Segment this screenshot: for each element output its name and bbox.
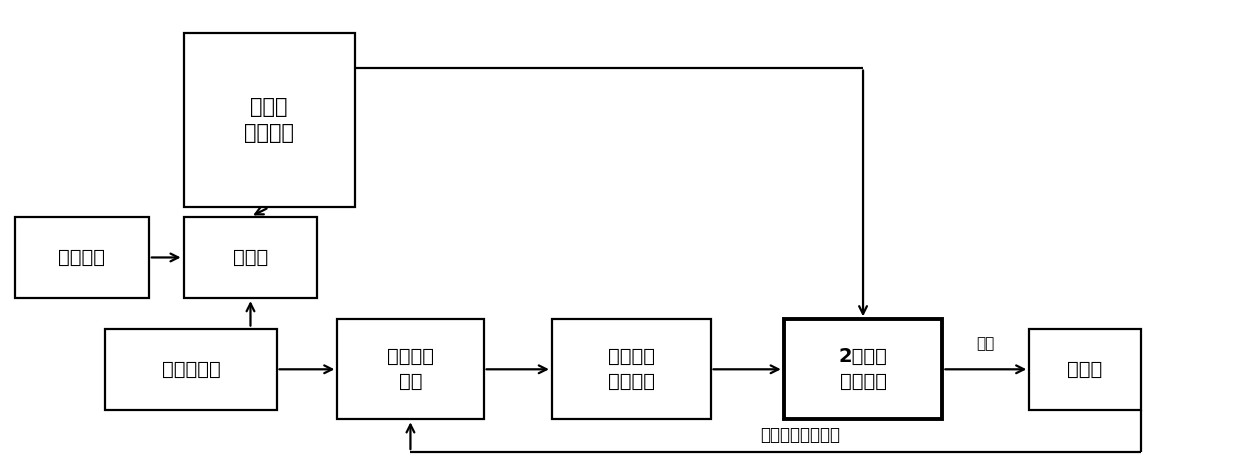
Bar (105, 329, 277, 410)
Bar (184, 33, 355, 207)
Text: 模拟信号
采集模块: 模拟信号 采集模块 (608, 347, 655, 391)
Bar (337, 319, 484, 419)
Bar (784, 319, 942, 419)
Text: 输入: 输入 (977, 336, 994, 350)
Text: 第三方
测量装置: 第三方 测量装置 (244, 97, 294, 143)
Text: 试验件: 试验件 (233, 248, 268, 267)
Bar (15, 217, 149, 298)
Text: 2路数据
同步比对: 2路数据 同步比对 (838, 347, 888, 391)
Text: 计算机: 计算机 (1068, 360, 1102, 379)
Bar (552, 319, 711, 419)
Text: 将数据校正后下发: 将数据校正后下发 (760, 425, 841, 444)
Text: 气动装置: 气动装置 (58, 248, 105, 267)
Bar (184, 217, 317, 298)
Text: 信号调理
模块: 信号调理 模块 (387, 347, 434, 391)
Text: 电容传感器: 电容传感器 (161, 360, 221, 379)
Bar (1029, 329, 1141, 410)
